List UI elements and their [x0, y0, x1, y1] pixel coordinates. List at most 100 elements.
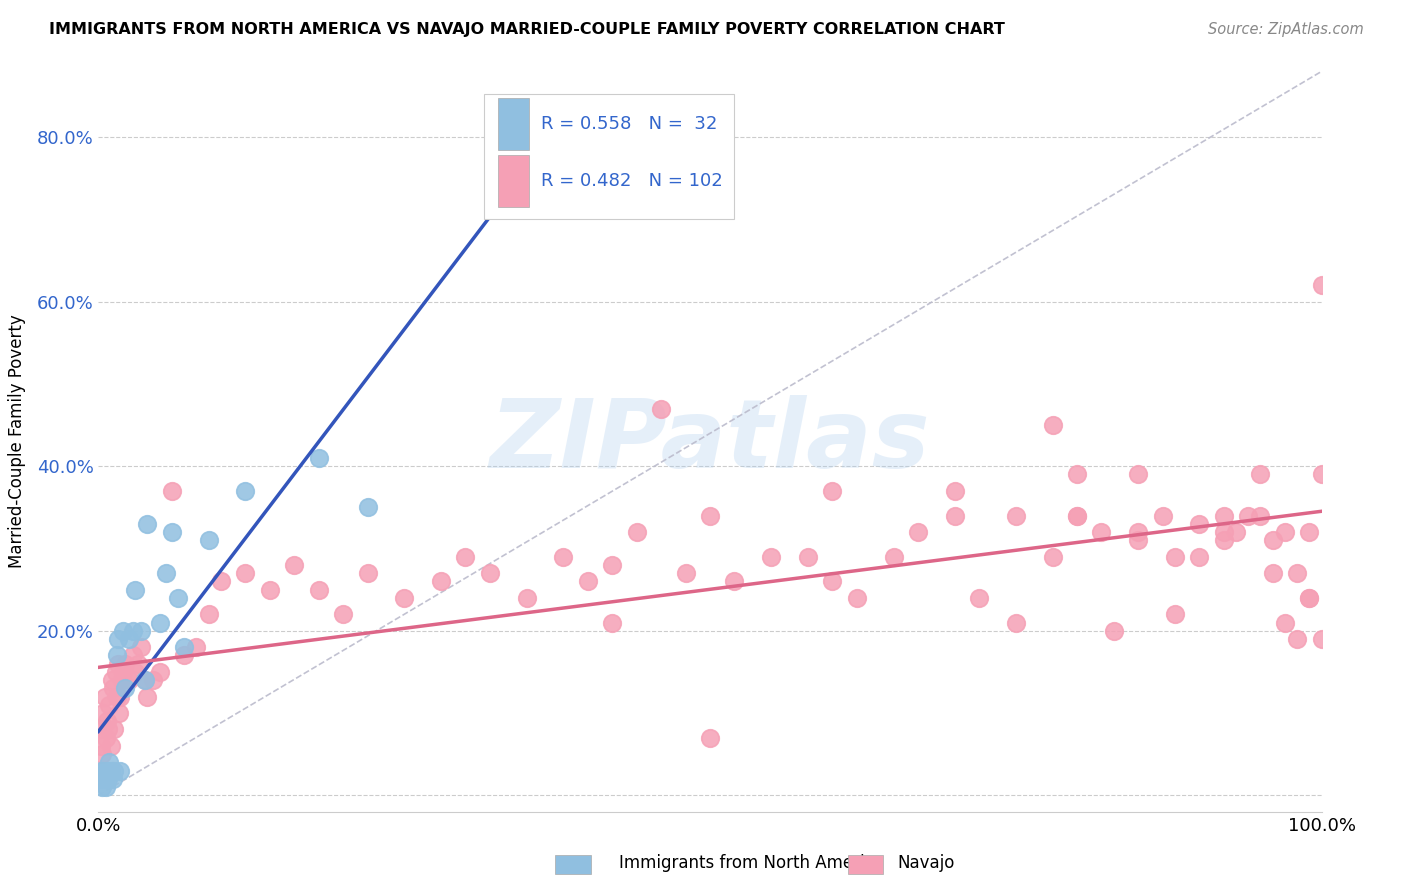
Point — [111, 624, 134, 638]
Point — [186, 640, 208, 655]
Point — [118, 673, 141, 687]
Point — [259, 582, 281, 597]
Point — [626, 524, 648, 539]
Point — [1188, 549, 1211, 564]
Point — [1212, 524, 1234, 539]
Point — [134, 673, 156, 687]
Point — [103, 723, 125, 737]
Point — [136, 690, 159, 704]
Point — [90, 739, 112, 753]
Point — [1128, 467, 1150, 482]
Point — [121, 624, 143, 638]
Point — [91, 780, 114, 794]
Point — [197, 607, 219, 622]
Point — [675, 566, 697, 581]
Point — [821, 483, 844, 498]
Point — [129, 640, 152, 655]
Point — [90, 764, 112, 778]
Point — [308, 582, 330, 597]
Point — [101, 681, 124, 696]
Point — [93, 690, 115, 704]
Point — [907, 524, 929, 539]
Text: IMMIGRANTS FROM NORTH AMERICA VS NAVAJO MARRIED-COUPLE FAMILY POVERTY CORRELATIO: IMMIGRANTS FROM NORTH AMERICA VS NAVAJO … — [49, 22, 1005, 37]
Point — [98, 756, 121, 770]
Point — [91, 747, 114, 761]
Point — [1090, 524, 1112, 539]
Point — [699, 508, 721, 523]
Point — [173, 640, 195, 655]
Point — [283, 558, 305, 572]
Point — [1152, 508, 1174, 523]
Point — [1066, 508, 1088, 523]
Point — [821, 574, 844, 589]
Point — [167, 591, 190, 605]
Point — [103, 764, 125, 778]
Point — [89, 723, 111, 737]
Point — [110, 764, 132, 778]
Point — [967, 591, 990, 605]
Point — [105, 648, 128, 663]
Point — [127, 657, 149, 671]
Point — [1310, 278, 1333, 293]
Text: Navajo: Navajo — [897, 855, 955, 872]
Point — [91, 764, 114, 778]
Point — [89, 772, 111, 786]
Point — [1286, 632, 1309, 646]
Point — [332, 607, 354, 622]
Point — [124, 665, 146, 679]
Point — [107, 657, 129, 671]
Point — [107, 632, 129, 646]
Point — [553, 549, 575, 564]
Point — [100, 739, 122, 753]
Point — [1225, 524, 1247, 539]
Point — [118, 632, 141, 646]
Point — [1249, 508, 1271, 523]
Point — [142, 673, 165, 687]
Point — [1274, 615, 1296, 630]
Point — [160, 524, 183, 539]
Point — [114, 657, 136, 671]
Point — [134, 673, 156, 687]
Text: Source: ZipAtlas.com: Source: ZipAtlas.com — [1208, 22, 1364, 37]
Text: R = 0.482   N = 102: R = 0.482 N = 102 — [541, 172, 723, 190]
Point — [392, 591, 416, 605]
Point — [1212, 508, 1234, 523]
Point — [149, 665, 172, 679]
Point — [111, 665, 134, 679]
Point — [173, 648, 195, 663]
Point — [111, 673, 134, 687]
Point — [308, 450, 330, 465]
Point — [104, 665, 127, 679]
Point — [121, 648, 143, 663]
Point — [1237, 508, 1260, 523]
Point — [108, 706, 131, 720]
Point — [1298, 591, 1320, 605]
Point — [1249, 467, 1271, 482]
Y-axis label: Married-Couple Family Poverty: Married-Couple Family Poverty — [7, 315, 25, 568]
Point — [454, 549, 477, 564]
Point — [1188, 516, 1211, 531]
Point — [576, 574, 599, 589]
Point — [797, 549, 820, 564]
Point — [600, 558, 623, 572]
Point — [1164, 549, 1187, 564]
Point — [136, 516, 159, 531]
Point — [160, 483, 183, 498]
Point — [1042, 418, 1064, 433]
Text: Immigrants from North America: Immigrants from North America — [619, 855, 883, 872]
Point — [1261, 566, 1284, 581]
Point — [209, 574, 232, 589]
Point — [98, 698, 121, 712]
Point — [114, 681, 136, 696]
Point — [650, 401, 672, 416]
Point — [1310, 632, 1333, 646]
Point — [1212, 533, 1234, 548]
Point — [124, 582, 146, 597]
Point — [1286, 566, 1309, 581]
Point — [943, 508, 966, 523]
Point — [129, 624, 152, 638]
Point — [91, 706, 114, 720]
Point — [1042, 549, 1064, 564]
Point — [515, 591, 537, 605]
Point — [93, 772, 115, 786]
